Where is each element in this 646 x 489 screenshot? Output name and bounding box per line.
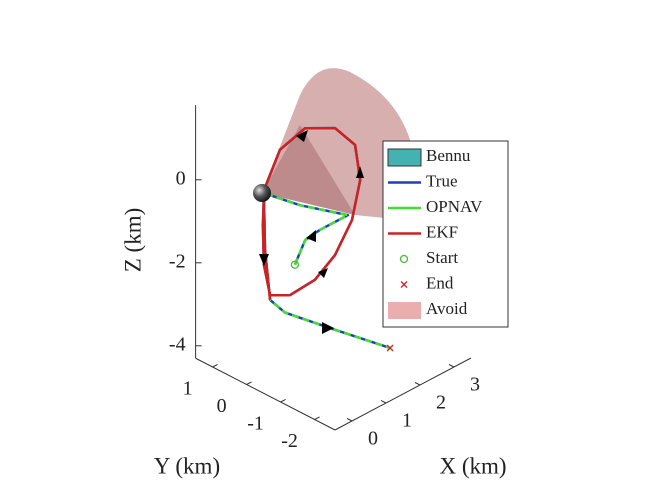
legend-swatch [388, 302, 421, 319]
y-tick [314, 416, 320, 420]
axis-line [195, 357, 336, 431]
z-axis-title: Z (km) [120, 208, 145, 273]
legend-swatch [387, 148, 422, 167]
legend-label: True [426, 171, 458, 190]
y-tick [212, 363, 218, 368]
legend-label: End [426, 273, 454, 292]
legend-label: EKF [426, 222, 458, 241]
axes: 0 1 2 3 -2 -1 0 1 -4 -2 0 [169, 105, 480, 452]
x-tick-label: 3 [470, 374, 480, 396]
x-tick-label: 1 [402, 410, 412, 432]
z-tick-label: 0 [176, 167, 186, 189]
end-marker [386, 344, 394, 352]
legend: Bennu True OPNAV EKF Start End Avoid [382, 140, 509, 328]
legend-label: OPNAV [426, 197, 483, 216]
y-tick [246, 381, 252, 385]
arrow [296, 130, 308, 142]
legend-label: Avoid [426, 299, 468, 318]
legend-swatch [400, 281, 408, 288]
axis-line [334, 357, 472, 431]
y-tick-label: -2 [281, 430, 298, 452]
y-tick-label: -1 [247, 413, 264, 435]
y-tick-label: 1 [183, 378, 193, 400]
x-axis-title: X (km) [439, 453, 506, 478]
bennu [253, 184, 271, 202]
legend-label: Start [426, 248, 458, 267]
start-marker [290, 260, 300, 269]
arrow [259, 254, 269, 266]
arrow [318, 268, 328, 278]
avoid-cone [262, 68, 416, 220]
legend-swatch [399, 254, 409, 264]
trajectory-line [261, 126, 362, 301]
z-tick-label: -2 [169, 250, 186, 272]
direction-arrows [259, 130, 364, 334]
avoid-region [262, 68, 416, 220]
x-tick-label: 0 [368, 428, 378, 450]
y-tick-label: 0 [217, 395, 227, 417]
x-tick-label: 2 [436, 392, 446, 414]
y-axis-title: Y (km) [154, 453, 220, 478]
x-tick [414, 382, 421, 386]
z-tick-label: -4 [169, 333, 186, 355]
legend-label: Bennu [426, 146, 471, 165]
x-tick [346, 418, 353, 422]
avoid-cone-shade [262, 125, 355, 215]
arrow [306, 230, 316, 242]
x-tick [448, 364, 455, 368]
x-tick [380, 400, 387, 404]
y-tick [280, 398, 286, 403]
arrow [322, 322, 334, 334]
arrow [356, 166, 364, 178]
